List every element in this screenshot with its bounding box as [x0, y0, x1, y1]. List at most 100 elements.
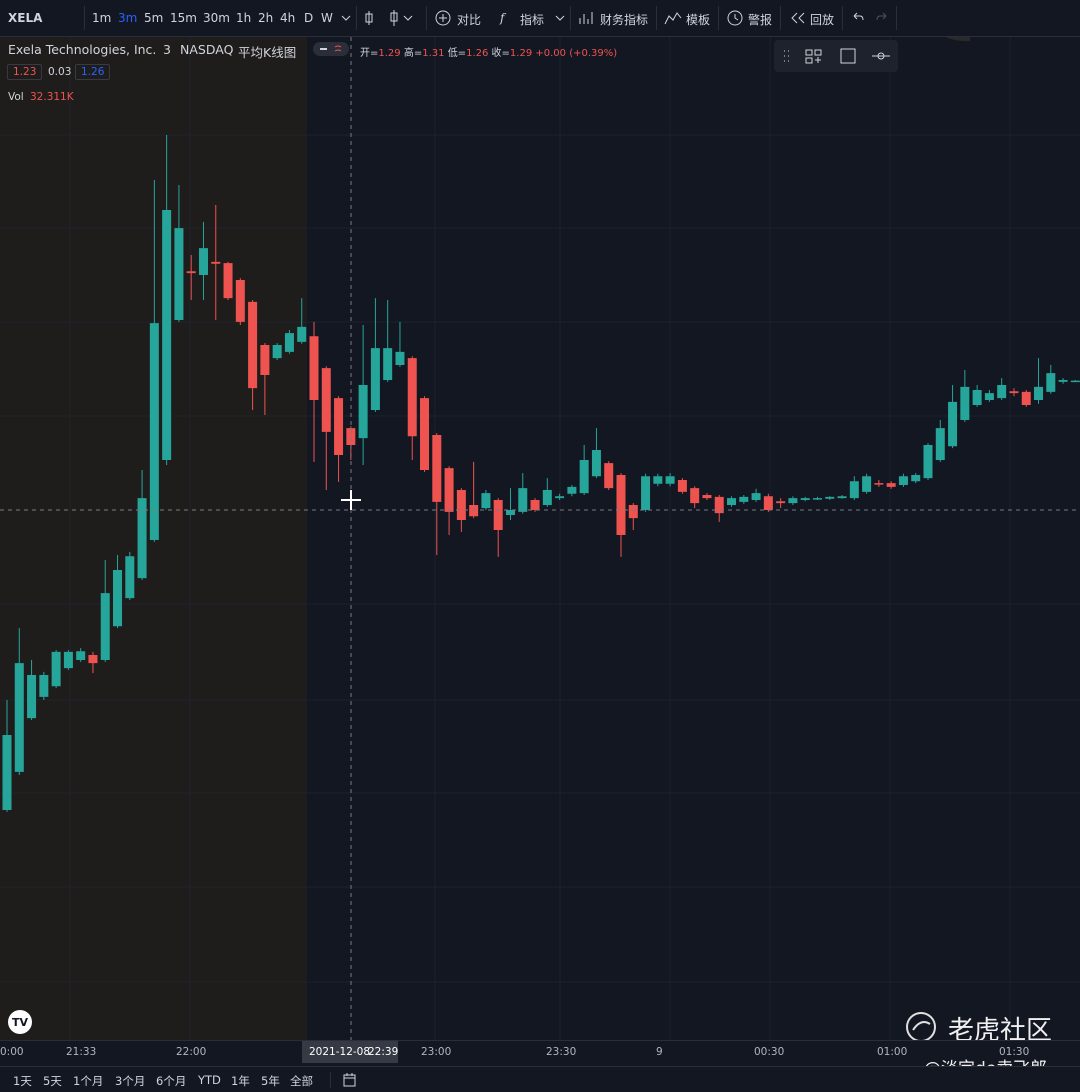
candle-body — [677, 480, 687, 492]
range-button[interactable]: 1天 — [13, 1074, 32, 1088]
candle-body — [321, 368, 331, 432]
symbol[interactable]: XELA — [8, 11, 43, 25]
range-button[interactable]: 1年 — [231, 1074, 250, 1088]
svg-text:TV: TV — [12, 1016, 29, 1029]
drag-handle[interactable] — [784, 50, 789, 62]
candle-body — [763, 496, 773, 510]
interval[interactable]: 1m — [92, 11, 112, 25]
candle-body — [702, 495, 712, 499]
time-label: 00:30 — [754, 1046, 785, 1058]
tv-logo[interactable]: TV — [6, 1010, 34, 1034]
candle-body — [960, 386, 970, 420]
chart-style-label: 平均K线图 — [238, 45, 297, 60]
separator — [780, 6, 781, 30]
candle-body — [14, 663, 24, 772]
time-label: 01:30 — [999, 1046, 1030, 1058]
candle-body — [530, 500, 540, 510]
time-label: 23:00 — [421, 1046, 452, 1058]
candle-body — [518, 488, 528, 512]
interval[interactable]: D — [304, 11, 314, 25]
alert-button[interactable]: 警报 — [748, 13, 773, 27]
candle-body — [628, 505, 638, 519]
indicator-value: 1.23 — [7, 64, 43, 80]
range-button[interactable]: 5年 — [261, 1074, 280, 1088]
interval[interactable]: 15m — [170, 11, 197, 25]
replay-icon[interactable] — [790, 11, 806, 25]
candle-body — [849, 481, 859, 499]
candle-body — [346, 428, 356, 445]
candle-body — [935, 428, 945, 460]
candle-body — [911, 475, 921, 482]
indicators-button[interactable]: 指标 — [520, 13, 545, 27]
interval[interactable]: 5m — [144, 11, 164, 25]
interval[interactable]: 1h — [236, 11, 252, 25]
candle-body — [874, 483, 884, 485]
chart-type-icons[interactable] — [364, 8, 414, 28]
indicator-value: 0.03 — [48, 66, 72, 78]
candle-body — [456, 490, 466, 520]
candle-body — [27, 675, 37, 719]
interval[interactable]: 2h — [258, 11, 274, 25]
candle-body — [948, 401, 958, 447]
candle-body — [1021, 391, 1031, 405]
range-button[interactable]: 5天 — [43, 1074, 62, 1088]
interval[interactable]: 4h — [280, 11, 296, 25]
separator — [896, 6, 897, 30]
candle-body — [260, 345, 270, 375]
candle-body — [420, 398, 430, 470]
financials-button[interactable]: 财务指标 — [600, 13, 649, 27]
financials-icon[interactable] — [578, 10, 594, 26]
legend-toggle[interactable] — [313, 42, 349, 56]
candle-body — [997, 385, 1007, 399]
candle-body — [505, 510, 515, 515]
range-button[interactable]: YTD — [198, 1073, 221, 1087]
candle-body — [223, 263, 233, 299]
interval[interactable]: W — [321, 11, 333, 25]
ohlc-label: 开= — [360, 48, 379, 59]
candle-body — [886, 483, 896, 487]
candle-body — [972, 390, 982, 405]
goto-date-icon[interactable] — [342, 1072, 358, 1088]
dropdown-icon[interactable] — [340, 12, 352, 24]
fullscreen-icon[interactable] — [840, 48, 856, 64]
template-button[interactable]: 模板 — [686, 13, 711, 27]
candle-body — [370, 348, 380, 410]
range-button[interactable]: 1个月 — [73, 1074, 104, 1088]
dropdown-icon[interactable] — [554, 12, 566, 24]
range-button[interactable]: 全部 — [290, 1074, 313, 1088]
ohlc-label: 高= — [403, 48, 423, 59]
separator — [356, 6, 357, 30]
layout-icon[interactable] — [805, 49, 822, 64]
candle-body — [751, 493, 761, 500]
undo-redo-icons[interactable] — [850, 11, 890, 25]
crosshair-time-box: 2021-12-08 22:39 — [302, 1041, 398, 1063]
separator — [718, 6, 719, 30]
toolbar: XELA 1m 3m 5m 15m 30m 1h 2h 4h D W 对比 f … — [0, 0, 1080, 37]
compare-button[interactable]: 对比 — [457, 13, 482, 27]
candle-body — [812, 498, 822, 500]
candle-body — [493, 500, 503, 530]
candle-body — [1070, 380, 1080, 383]
range-button[interactable]: 6个月 — [156, 1074, 187, 1088]
alert-icon[interactable] — [726, 9, 744, 27]
ohlc-label: 收= — [491, 48, 510, 59]
time-label: 9 — [656, 1046, 663, 1058]
candle-body — [198, 248, 208, 275]
range-button[interactable]: 3个月 — [115, 1074, 146, 1088]
candle-body — [444, 468, 454, 512]
template-icon[interactable] — [664, 10, 682, 26]
candle-body — [1009, 391, 1019, 394]
candle-body — [591, 450, 601, 477]
time-axis: 0:00 21:33 22:00 23:00 23:30 9 00:30 01:00 01:30… — [0, 1040, 1080, 1065]
compare-icon[interactable] — [435, 10, 451, 26]
interval-active[interactable]: 3m — [118, 11, 138, 25]
interval-label: 3 — [163, 42, 171, 57]
indicator-icon[interactable]: f — [500, 11, 505, 25]
settings-icon[interactable] — [872, 52, 890, 60]
candle-body — [641, 476, 651, 510]
replay-button[interactable]: 回放 — [810, 13, 835, 27]
time-label: 01:00 — [877, 1046, 908, 1058]
interval[interactable]: 30m — [203, 11, 230, 25]
